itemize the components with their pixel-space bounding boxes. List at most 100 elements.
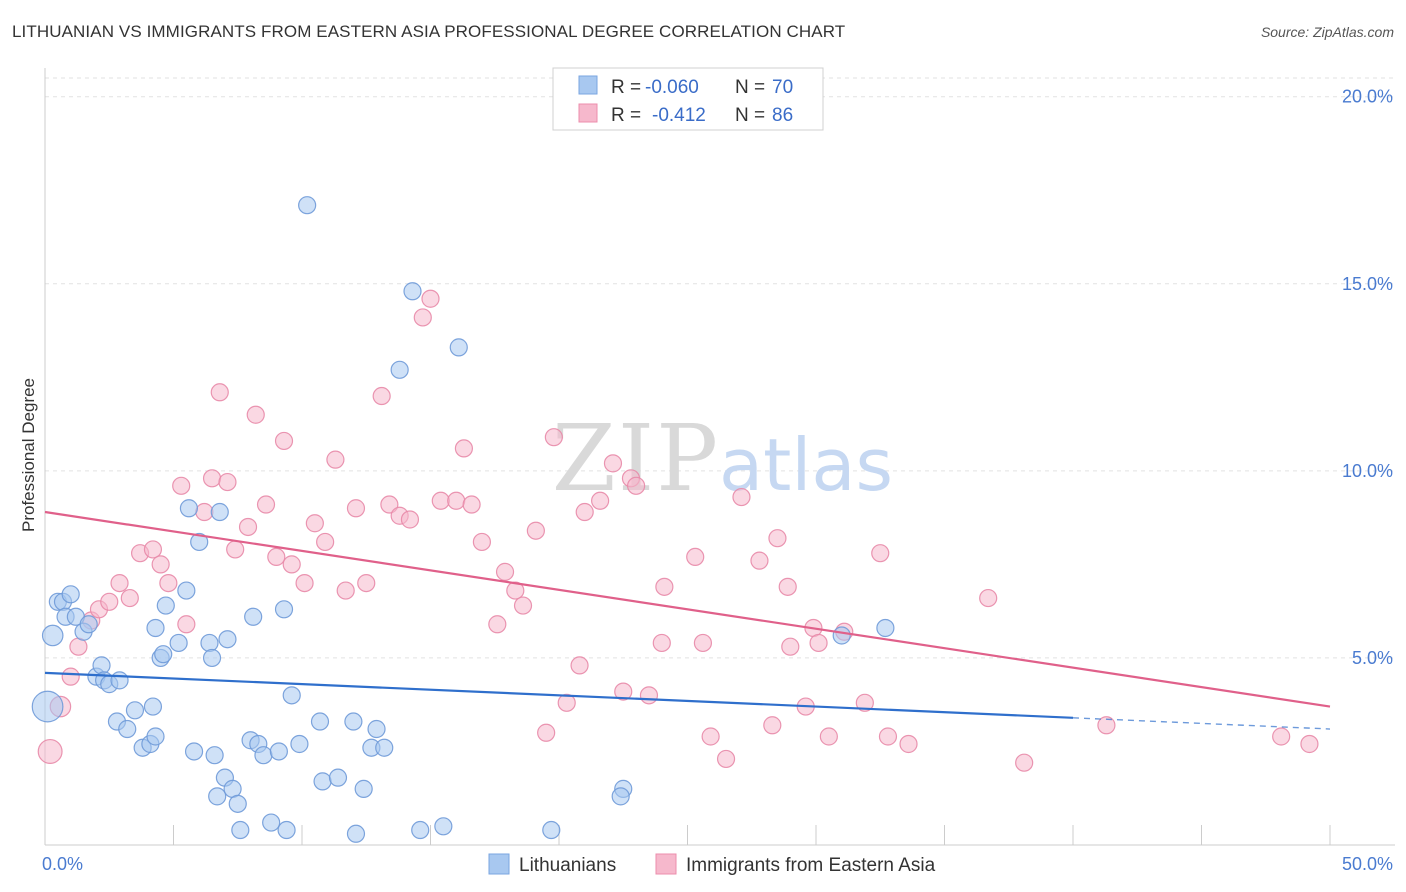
point-eastern-asia [809, 633, 828, 653]
point-lithuanians [344, 712, 363, 731]
legend-r-value-1: -0.412 [652, 105, 706, 126]
point-eastern-asia [100, 592, 119, 611]
axes: 5.0% 10.0% 15.0% 20.0% 0.0% 50.0% [42, 68, 1395, 874]
legend-n-value-1: 86 [772, 105, 793, 126]
point-lithuanians [208, 787, 227, 806]
point-eastern-asia [570, 656, 589, 675]
legend-row-lithuanians: R = -0.060 N = 70 [578, 75, 793, 98]
point-lithuanians [611, 787, 630, 806]
point-lithuanians [190, 532, 209, 552]
legend-r-label-0: R = [611, 77, 641, 98]
trend-lines [44, 510, 1331, 730]
trend-line-lithuanians [44, 671, 1074, 719]
point-eastern-asia [871, 544, 890, 563]
point-eastern-asia [557, 693, 576, 712]
point-eastern-asia [506, 581, 525, 600]
x-tick-label: 0.0% [42, 854, 83, 874]
point-lithuanians [143, 697, 163, 716]
point-eastern-asia [716, 749, 736, 769]
point-eastern-asia [626, 476, 646, 495]
x-tick-label: 50.0% [1342, 854, 1393, 874]
point-eastern-asia [295, 573, 314, 593]
point-eastern-asia [462, 495, 481, 514]
point-eastern-asia [1097, 716, 1116, 735]
point-lithuanians [277, 820, 296, 840]
point-lithuanians [184, 742, 204, 761]
point-eastern-asia [1272, 727, 1291, 746]
watermark-zip: ZIP [552, 405, 720, 512]
point-lithuanians [449, 338, 468, 357]
legend-n-label-0: N = [735, 77, 765, 98]
point-eastern-asia [159, 573, 178, 593]
point-eastern-asia [274, 431, 294, 451]
legend-row-eastern-asia: R = -0.412 N = 86 [578, 103, 793, 126]
bottom-legend-label-lithuanians: Lithuanians [519, 855, 616, 876]
legend-r-label-1: R = [611, 105, 641, 126]
point-lithuanians [118, 719, 137, 739]
point-lithuanians [202, 648, 222, 668]
point-lithuanians [61, 585, 80, 604]
point-eastern-asia [336, 581, 355, 600]
point-eastern-asia [195, 502, 214, 522]
point-eastern-asia [177, 615, 196, 634]
point-eastern-asia [1300, 734, 1319, 754]
point-lithuanians [200, 633, 219, 653]
point-eastern-asia [655, 577, 674, 596]
point-eastern-asia [218, 472, 237, 492]
point-lithuanians [218, 630, 237, 649]
point-eastern-asia [421, 289, 440, 308]
trend-line-eastern-asia [44, 510, 1331, 708]
point-lithuanians [146, 727, 165, 746]
point-eastern-asia [526, 521, 545, 540]
point-eastern-asia [380, 495, 399, 514]
point-eastern-asia [447, 491, 466, 510]
chart-title: LITHUANIAN VS IMMIGRANTS FROM EASTERN AS… [12, 22, 846, 41]
point-eastern-asia [238, 517, 258, 537]
point-lithuanians [179, 499, 199, 518]
point-lithuanians [346, 824, 366, 843]
point-lithuanians [313, 772, 332, 791]
point-lithuanians [282, 686, 301, 705]
point-eastern-asia [143, 540, 163, 559]
bottom-legend-swatch-eastern-asia [655, 853, 677, 875]
point-lithuanians [290, 734, 309, 754]
data-points [31, 196, 1319, 843]
point-lithuanians [228, 794, 247, 813]
point-eastern-asia [750, 551, 769, 570]
y-tick-label: 20.0% [1342, 87, 1393, 107]
point-eastern-asia [603, 454, 623, 473]
point-eastern-asia [693, 633, 713, 653]
point-eastern-asia [488, 615, 507, 634]
legend-swatch-lithuanians [578, 75, 598, 95]
gridlines [45, 77, 1395, 659]
point-eastern-asia [591, 491, 610, 510]
source-credit: Source: ZipAtlas.com [1260, 24, 1394, 40]
bottom-legend: Lithuanians Immigrants from Eastern Asia [488, 853, 936, 876]
point-lithuanians [92, 656, 111, 675]
y-tick-label: 15.0% [1342, 274, 1393, 294]
point-eastern-asia [431, 491, 450, 510]
point-eastern-asia [878, 727, 898, 746]
point-eastern-asia [305, 514, 324, 533]
point-eastern-asia [701, 727, 720, 746]
point-lithuanians [298, 196, 317, 215]
point-eastern-asia [316, 532, 335, 552]
point-lithuanians [390, 360, 409, 379]
point-eastern-asia [544, 428, 563, 447]
point-eastern-asia [819, 727, 838, 746]
y-tick-label: 5.0% [1352, 648, 1393, 668]
legend-swatch-eastern-asia [578, 103, 598, 123]
point-eastern-asia [282, 555, 301, 574]
point-lithuanians [79, 615, 98, 634]
point-eastern-asia [326, 450, 345, 469]
legend-n-label-1: N = [735, 105, 765, 126]
point-lithuanians [262, 813, 281, 832]
point-eastern-asia [899, 734, 918, 754]
legend-box: R = -0.060 N = 70 R = -0.412 N = 86 [552, 67, 824, 131]
point-lithuanians [434, 817, 453, 836]
point-eastern-asia [652, 633, 671, 653]
point-eastern-asia [614, 682, 633, 701]
point-eastern-asia [686, 547, 705, 567]
point-eastern-asia [151, 555, 170, 574]
